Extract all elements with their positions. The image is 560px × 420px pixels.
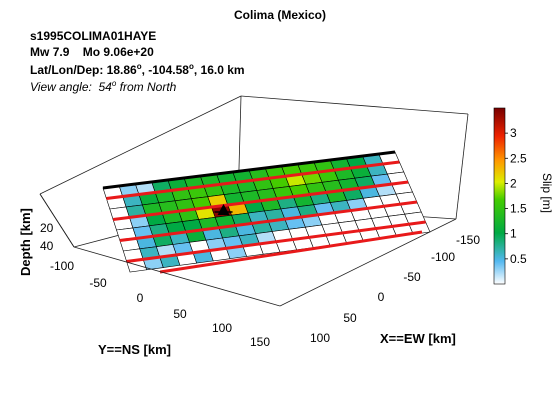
fault-segment-line bbox=[112, 180, 409, 221]
location-unit: km bbox=[227, 63, 245, 77]
location-lon: -104.58 bbox=[148, 63, 189, 77]
x-axis-label: X==EW [km] bbox=[380, 331, 456, 346]
axes-edge bbox=[279, 218, 457, 307]
colorbar-label: Slip [m] bbox=[540, 173, 554, 213]
z-tick-label: 20 bbox=[40, 221, 54, 235]
chart-title: Colima (Mexico) bbox=[233, 8, 326, 22]
fault-segment-line bbox=[119, 200, 418, 242]
y-tick-label: 150 bbox=[250, 335, 270, 349]
x-tick-label: -100 bbox=[431, 250, 455, 264]
axes-box-front bbox=[39, 193, 457, 307]
view-angle: 54 bbox=[98, 80, 112, 94]
z-axis-label: Depth [km] bbox=[18, 208, 33, 276]
x-tick-label: -50 bbox=[403, 270, 421, 284]
location-lat: 18.86 bbox=[106, 63, 137, 77]
y-tick-label: -100 bbox=[50, 259, 74, 273]
location-line: Lat/Lon/Dep: 18.86o, -104.58o, 16.0 km bbox=[30, 62, 245, 77]
magnitude-line: Mw 7.9 Mo 9.06e+20 bbox=[30, 45, 154, 59]
view-label: View angle: bbox=[30, 80, 92, 94]
colorbar bbox=[493, 107, 506, 285]
z-tick-label: 40 bbox=[40, 239, 54, 253]
fault-top-edge bbox=[102, 150, 396, 190]
mw-value: 7.9 bbox=[52, 45, 70, 59]
axes-edge bbox=[455, 113, 469, 220]
x-tick-label: -150 bbox=[456, 233, 480, 247]
colorbar-tick-label: 1 bbox=[510, 227, 517, 241]
slip-cells bbox=[102, 151, 431, 273]
x-tick-label: 0 bbox=[378, 290, 385, 304]
x-tick-label: 50 bbox=[343, 311, 357, 325]
view-suffix: from North bbox=[119, 80, 177, 94]
colorbar-tick-label: 0.5 bbox=[510, 252, 527, 266]
fault-lines bbox=[102, 150, 426, 274]
colorbar-tick-label: 2.5 bbox=[510, 151, 527, 165]
y-axis-label: Y==NS [km] bbox=[98, 342, 171, 357]
y-tick-label: 50 bbox=[173, 307, 187, 321]
colorbar-tick-label: 1.5 bbox=[510, 202, 527, 216]
hypocenter-marker bbox=[214, 203, 233, 215]
y-tick-label: -50 bbox=[89, 276, 107, 290]
y-tick-label: 0 bbox=[137, 291, 144, 305]
location-dep: 16.0 bbox=[200, 63, 224, 77]
fault-segment-line bbox=[159, 230, 423, 274]
fault-segment-line bbox=[106, 160, 400, 200]
fault-segment-line bbox=[126, 220, 426, 263]
colorbar-tick-label: 3 bbox=[510, 126, 517, 140]
location-label: Lat/Lon/Dep: bbox=[30, 63, 104, 77]
event-id: s1995COLIMA01HAYE bbox=[30, 29, 157, 43]
x-tick-label: 100 bbox=[310, 331, 330, 345]
colorbar-ticks: 0.5 1 1.5 2 2.5 3 bbox=[505, 126, 527, 266]
axes-edge bbox=[240, 95, 469, 115]
mw-label: Mw bbox=[30, 45, 50, 59]
axes-edge bbox=[39, 95, 242, 195]
view-angle-line: View angle: 54o from North bbox=[30, 79, 177, 94]
axes-edge bbox=[39, 193, 75, 248]
mo-label: Mo bbox=[82, 45, 101, 59]
axes-edge bbox=[73, 246, 281, 307]
mo-value: 9.06e+20 bbox=[103, 45, 154, 59]
y-tick-label: 100 bbox=[212, 321, 232, 335]
colorbar-tick-label: 2 bbox=[510, 176, 517, 190]
